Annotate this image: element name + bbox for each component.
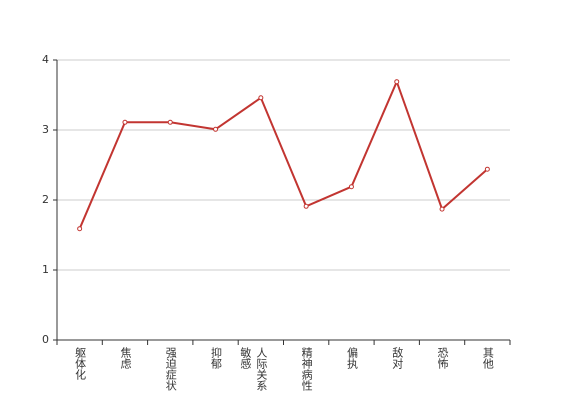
point (484, 166, 490, 172)
point (167, 119, 173, 125)
y-tick-label: 3 (42, 123, 49, 136)
point (303, 203, 309, 209)
point (213, 126, 219, 132)
point (77, 226, 83, 232)
point (122, 119, 128, 125)
x-tick-label: 其他 (481, 347, 495, 369)
x-tick-label: 焦虑 (118, 347, 132, 369)
y-tick-label: 2 (42, 193, 49, 206)
line (78, 78, 489, 230)
x-tick-label: 精神病性 (300, 347, 314, 391)
x-tick-label: 人际关系敏感 (238, 347, 268, 391)
x-tick-label: 躯体化 (73, 347, 87, 380)
x-tick-label: 恐怖 (436, 347, 450, 369)
x-tick-label: 敌对 (390, 347, 404, 369)
y-tick-label: 0 (42, 333, 49, 346)
y-tick-label: 1 (42, 263, 49, 276)
point (394, 79, 400, 85)
x-tick-label: 强迫症状 (164, 347, 178, 391)
point (348, 184, 354, 190)
point (439, 206, 445, 212)
x-tick-label: 偏执 (345, 347, 359, 369)
y-tick-label: 4 (42, 53, 49, 66)
point (258, 95, 264, 101)
x-tick-label: 抑郁 (209, 347, 223, 369)
